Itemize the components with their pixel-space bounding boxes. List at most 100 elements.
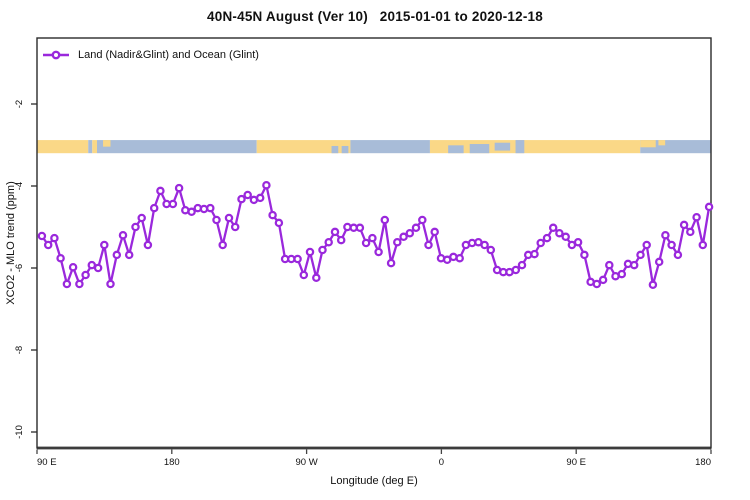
land-ocean-band-patch: [494, 142, 511, 151]
data-point-marker: [106, 279, 115, 289]
data-point-marker: [305, 247, 315, 257]
data-point-marker: [118, 230, 128, 240]
data-point-marker: [374, 247, 383, 257]
data-point-marker: [212, 215, 221, 225]
data-point-marker: [648, 280, 658, 290]
data-point-marker: [698, 240, 708, 250]
data-point-marker: [430, 227, 439, 237]
land-ocean-band-segment: [92, 140, 97, 154]
data-point-marker: [598, 275, 608, 285]
data-point-marker: [661, 230, 670, 240]
data-point-marker: [411, 223, 421, 233]
data-point-marker: [255, 193, 265, 203]
data-point-marker: [156, 186, 165, 196]
data-point-marker: [636, 250, 645, 260]
land-ocean-band-patch: [469, 144, 490, 154]
y-tick-label: -4: [14, 182, 25, 190]
land-ocean-band-segment: [37, 140, 89, 154]
y-tick-label: -8: [14, 346, 25, 354]
data-point-marker: [617, 269, 627, 279]
data-point-marker: [686, 227, 695, 237]
data-point-marker: [517, 260, 527, 270]
x-axis-title: Longitude (deg E): [330, 475, 418, 487]
data-point-marker: [405, 228, 415, 238]
data-point-marker: [143, 240, 153, 250]
land-ocean-band-segment: [256, 140, 351, 154]
data-point-marker: [555, 228, 564, 238]
data-point-marker: [312, 273, 321, 283]
data-point-marker: [50, 233, 59, 243]
data-point-marker: [56, 253, 65, 263]
data-point-marker: [324, 237, 333, 247]
data-point-marker: [174, 183, 184, 193]
y-tick-label: -6: [14, 264, 25, 272]
land-ocean-band-segment: [640, 140, 711, 154]
data-point-marker: [268, 210, 277, 220]
data-point-marker: [654, 257, 664, 267]
x-tick-label: 90 E: [37, 457, 57, 468]
data-point-marker: [149, 203, 159, 213]
data-point-marker: [548, 223, 558, 233]
data-point-marker: [573, 237, 583, 247]
data-point-marker: [629, 260, 639, 270]
plot-border: [36, 37, 712, 449]
data-point-marker: [480, 240, 489, 250]
land-ocean-band-patch: [341, 145, 349, 154]
series-line: [40, 184, 711, 286]
data-point-marker: [124, 250, 134, 260]
data-point-marker: [137, 213, 146, 223]
data-point-marker: [100, 240, 109, 250]
chart-title: 40N-45N August (Ver 10) 2015-01-01 to 20…: [207, 9, 543, 24]
data-point-marker: [68, 262, 78, 272]
data-point-marker: [218, 240, 227, 250]
data-point-marker: [542, 233, 552, 243]
data-point-marker: [642, 240, 651, 250]
y-tick-label: -2: [14, 100, 25, 108]
land-ocean-band-patch: [640, 140, 656, 148]
land-ocean-band-segment: [350, 140, 430, 154]
data-point-marker: [536, 238, 545, 248]
land-ocean-band-segment: [88, 140, 93, 154]
data-point-marker: [605, 260, 614, 270]
data-point-marker: [87, 260, 97, 270]
data-point-marker: [206, 203, 215, 213]
data-point-marker: [43, 240, 53, 250]
data-point-marker: [667, 240, 676, 250]
data-point-marker: [81, 270, 90, 280]
data-point-marker: [299, 270, 309, 280]
data-point-marker: [62, 279, 72, 289]
data-point-marker: [399, 232, 408, 242]
data-point-marker: [75, 279, 84, 289]
y-axis-title: XCO2 - MLO trend (ppm): [5, 181, 17, 305]
data-point-marker: [336, 235, 346, 245]
data-point-marker: [243, 190, 252, 200]
data-point-marker: [380, 215, 390, 225]
data-point-marker: [704, 202, 714, 212]
data-point-marker: [131, 222, 140, 232]
data-point-marker: [692, 212, 701, 222]
data-point-marker: [580, 250, 589, 260]
data-point-marker: [187, 207, 196, 217]
land-ocean-band-segment: [96, 140, 257, 154]
data-point-marker: [486, 245, 496, 255]
data-point-marker: [274, 218, 284, 228]
data-point-marker: [393, 237, 402, 247]
data-point-marker: [511, 265, 521, 275]
data-point-marker: [561, 232, 570, 242]
y-tick-label: -10: [14, 425, 25, 439]
x-tick-label: 180: [164, 457, 180, 468]
data-point-marker: [592, 279, 602, 289]
x-tick-label: 0: [439, 457, 444, 468]
data-point-marker: [37, 231, 47, 241]
data-point-marker: [673, 250, 683, 260]
x-tick-label: 90 W: [296, 457, 318, 468]
data-point-marker: [168, 199, 178, 209]
land-ocean-band-patch: [515, 140, 525, 154]
data-point-marker: [418, 215, 427, 225]
data-point-marker: [93, 263, 103, 273]
data-point-marker: [330, 227, 340, 237]
data-point-marker: [455, 253, 464, 263]
data-point-marker: [262, 180, 271, 190]
